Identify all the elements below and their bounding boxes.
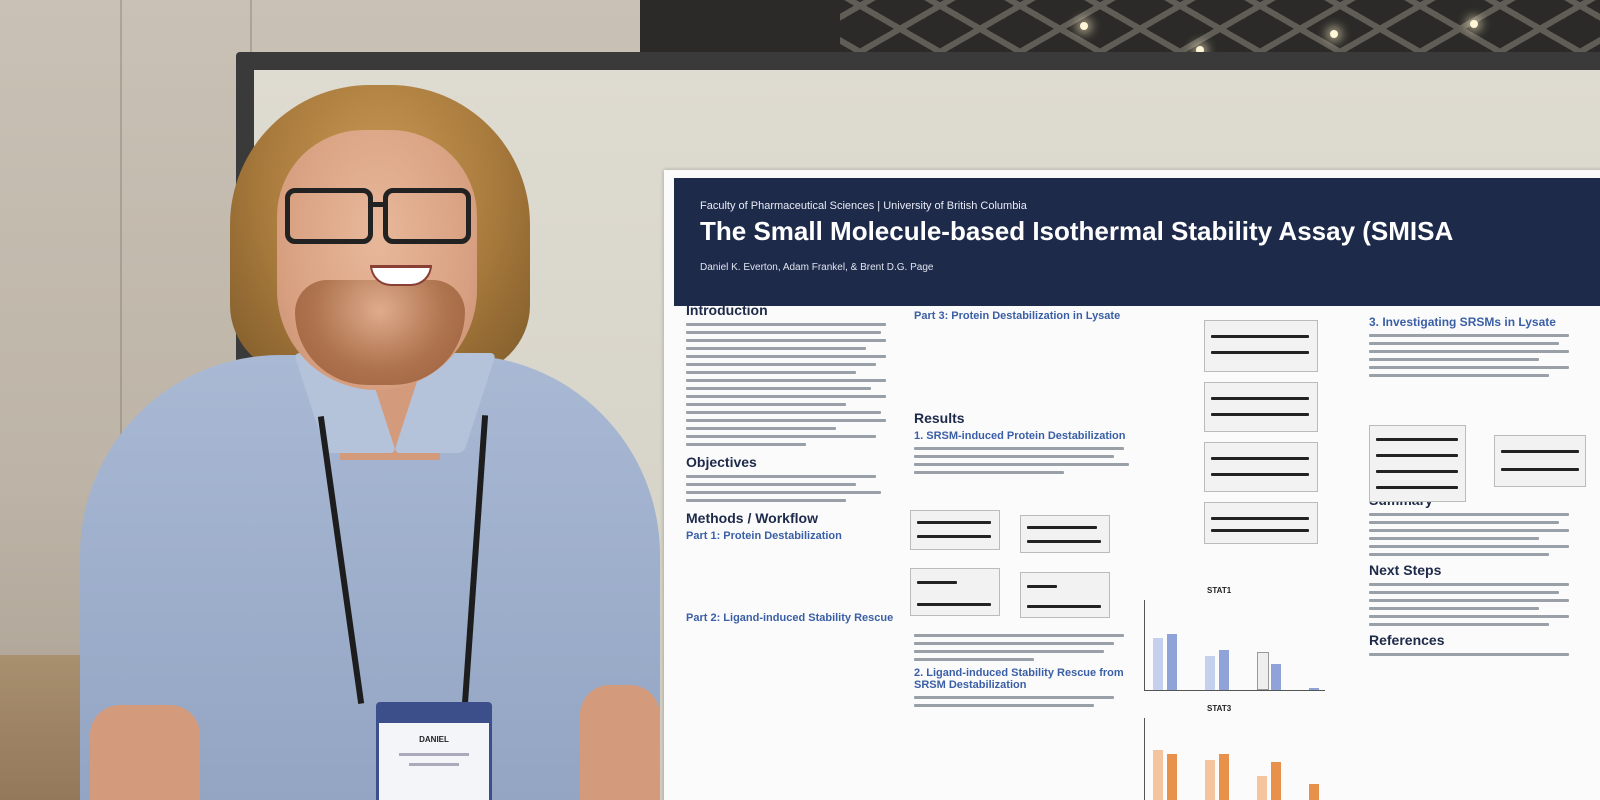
- badge-name: DANIEL: [419, 735, 449, 744]
- section-heading: Results: [914, 410, 965, 426]
- presenter: DANIEL: [80, 85, 660, 800]
- poster-header: Faculty of Pharmaceutical Sciences | Uni…: [674, 178, 1600, 306]
- section-heading: References: [1369, 632, 1445, 648]
- western-blot: [1020, 515, 1110, 553]
- ceiling-light: [1330, 30, 1338, 38]
- poster-column-1: Introduction Objectives Methods / Workfl…: [686, 302, 896, 624]
- poster-column-4: 3. Investigating SRSMs in Lysate Summary…: [1369, 315, 1600, 661]
- stat3-bar-chart: STAT3: [1144, 704, 1325, 800]
- left-arm: [90, 705, 200, 800]
- western-blot: [1204, 442, 1318, 492]
- poster-authors: Daniel K. Everton, Adam Frankel, & Brent…: [700, 262, 934, 273]
- western-blot: [1369, 425, 1466, 502]
- section-heading: Introduction: [686, 302, 768, 318]
- research-poster: Faculty of Pharmaceutical Sciences | Uni…: [664, 170, 1600, 800]
- subsection-heading: Part 2: Ligand-induced Stability Rescue: [686, 612, 894, 624]
- subsection-heading: Part 3: Protein Destabilization in Lysat…: [914, 310, 1121, 322]
- western-blot: [1204, 502, 1318, 544]
- western-blot: [1020, 572, 1110, 618]
- subsection-heading: 2. Ligand-induced Stability Rescue from …: [914, 667, 1124, 691]
- stat1-bar-chart: STAT1: [1144, 586, 1325, 691]
- ceiling-light: [1470, 20, 1478, 28]
- western-blot: [910, 568, 1000, 616]
- chart-title: STAT1: [1207, 586, 1232, 595]
- beard: [295, 280, 465, 385]
- section-heading: Next Steps: [1369, 562, 1442, 578]
- ceiling-light: [1196, 46, 1204, 54]
- name-badge: DANIEL: [376, 702, 492, 800]
- poster-column-2: Part 3: Protein Destabilization in Lysat…: [914, 310, 1144, 712]
- poster-faculty: Faculty of Pharmaceutical Sciences | Uni…: [700, 200, 1027, 212]
- ceiling-light: [1080, 22, 1088, 30]
- wall-panel-seam: [120, 0, 122, 660]
- western-blot: [1494, 435, 1586, 487]
- western-blot: [910, 510, 1000, 550]
- subsection-heading: Part 1: Protein Destabilization: [686, 530, 842, 542]
- western-blot: [1204, 382, 1318, 432]
- section-heading: Methods / Workflow: [686, 510, 818, 526]
- subsection-heading: 1. SRSM-induced Protein Destabilization: [914, 430, 1126, 442]
- right-arm: [580, 685, 660, 800]
- subsection-heading: 3. Investigating SRSMs in Lysate: [1369, 315, 1556, 329]
- chart-title: STAT3: [1207, 704, 1232, 713]
- glasses-icon: [285, 188, 475, 244]
- section-heading: Objectives: [686, 454, 757, 470]
- western-blot: [1204, 320, 1318, 372]
- poster-title: The Small Molecule-based Isothermal Stab…: [700, 216, 1454, 246]
